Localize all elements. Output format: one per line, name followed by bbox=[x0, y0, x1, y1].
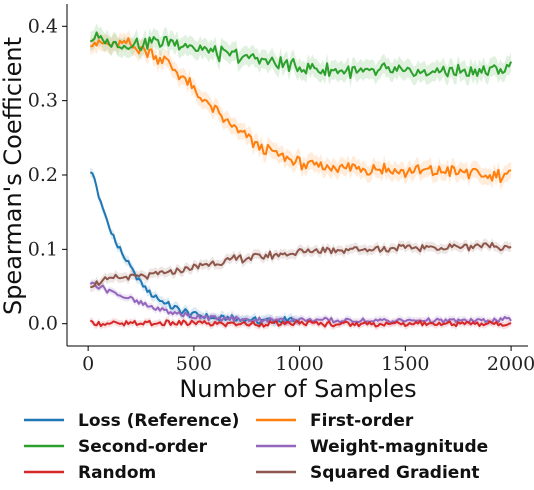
series-line-first-order bbox=[90, 37, 512, 184]
y-tick-label: 0.4 bbox=[28, 15, 58, 37]
y-tick-label: 0.0 bbox=[28, 313, 58, 335]
band-loss-reference bbox=[90, 167, 300, 329]
legend-label-weight-magnitude: Weight-magnitude bbox=[310, 437, 488, 457]
band-weight-magnitude bbox=[90, 279, 512, 327]
series-line-weight-magnitude bbox=[89, 281, 512, 325]
y-tick-label: 0.3 bbox=[28, 90, 58, 112]
legend-label-first-order: First-order bbox=[310, 411, 414, 431]
x-axis-title: Number of Samples bbox=[179, 375, 416, 403]
y-ticks: 0.0 0.1 0.2 0.3 0.4 bbox=[28, 15, 67, 335]
legend-label-squared-gradient: Squared Gradient bbox=[310, 463, 480, 483]
legend-label-second-order: Second-order bbox=[78, 437, 208, 457]
x-ticks: 0 500 1000 1500 2000 bbox=[82, 346, 534, 375]
series-line-squared-gradient bbox=[90, 242, 512, 289]
x-tick-label: 2000 bbox=[487, 353, 534, 375]
y-tick-label: 0.2 bbox=[28, 164, 58, 186]
y-axis-title: Spearman's Coefficient bbox=[0, 37, 27, 315]
legend-label-random: Random bbox=[78, 463, 156, 483]
y-tick-label: 0.1 bbox=[28, 238, 58, 260]
series-line-random bbox=[89, 319, 512, 328]
x-tick-label: 1500 bbox=[381, 353, 429, 375]
series-line-second-order bbox=[89, 31, 513, 80]
x-tick-label: 1000 bbox=[275, 353, 323, 375]
legend: Loss (Reference) Second-order Random First-… bbox=[24, 411, 488, 483]
x-tick-label: 500 bbox=[176, 353, 212, 375]
series-lines bbox=[89, 31, 513, 328]
band-squared-gradient bbox=[90, 238, 512, 293]
legend-label-loss-reference: Loss (Reference) bbox=[78, 411, 239, 431]
x-tick-label: 0 bbox=[82, 353, 94, 375]
